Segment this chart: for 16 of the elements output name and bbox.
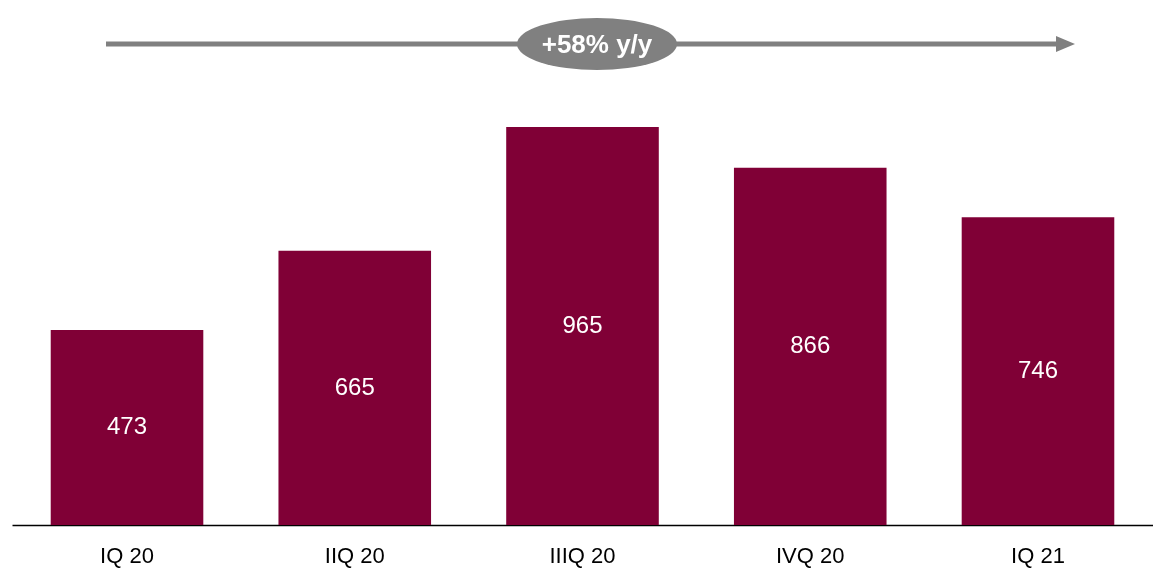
bar [278, 250, 432, 525]
text: +58% y/y [517, 18, 677, 70]
data-label: 473 [106, 412, 148, 440]
x-tick-label: IIIQ 20 [549, 542, 616, 568]
data-label: 866 [790, 331, 831, 359]
x-tick-label: IVQ 20 [776, 542, 845, 568]
data-label: 746 [1017, 356, 1059, 384]
x-tick-label: IQ 20 [100, 542, 154, 568]
data-label: 965 [562, 311, 603, 338]
bar [506, 127, 659, 525]
data-label: 665 [334, 372, 375, 400]
x-tick-label: IIQ 20 [324, 542, 385, 568]
bar [733, 167, 887, 525]
bar [961, 217, 1115, 525]
bar [50, 329, 204, 525]
x-tick-label: IQ 21 [1011, 542, 1065, 568]
